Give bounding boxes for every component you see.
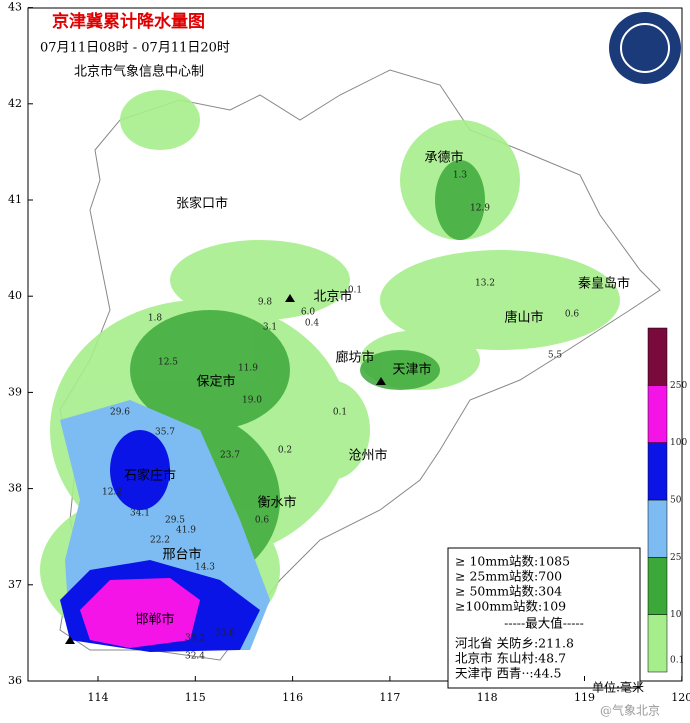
- city-label: 承德市: [424, 150, 463, 166]
- lon-tick-label: 115: [185, 691, 206, 704]
- station-count: ≥ 10mm站数:1085: [455, 554, 570, 569]
- info-box: [447, 547, 641, 689]
- station-count: ≥100mm站数:109: [455, 599, 566, 614]
- rain-extreme: [80, 578, 200, 648]
- station-value: 35.7: [155, 428, 175, 438]
- station-count: ≥ 50mm站数:304: [455, 584, 562, 599]
- station-value: 0.6: [565, 310, 580, 320]
- station-value: 19.0: [242, 396, 262, 406]
- title: 京津冀累计降水量图: [52, 11, 205, 32]
- lat-tick-label: 36: [8, 674, 22, 687]
- lon-tick-label: 117: [379, 691, 400, 704]
- city-label: 邯郸市: [135, 612, 174, 628]
- station-value: 32.4: [185, 652, 205, 662]
- station-value: 11.9: [238, 364, 258, 374]
- lat-tick-label: 40: [8, 289, 22, 302]
- station-value: 12.5: [158, 358, 178, 368]
- city-label: 廊坊市: [335, 350, 374, 366]
- city-label: 保定市: [196, 374, 235, 390]
- station-value: 22.2: [150, 536, 170, 546]
- logo: [609, 12, 681, 84]
- legend-label: 10: [670, 610, 682, 620]
- lat-tick-label: 43: [8, 1, 22, 14]
- legend-swatch: [647, 442, 668, 501]
- legend-swatch: [647, 614, 668, 673]
- station-value: 1.3: [453, 171, 468, 181]
- max-row: 河北省 关防乡:211.8: [455, 636, 574, 651]
- logo-ring: [620, 23, 670, 73]
- unit: 单位:毫米: [592, 680, 644, 695]
- legend-label: 250: [670, 381, 687, 391]
- city-label: 沧州市: [348, 448, 387, 464]
- lon-tick-label: 119: [574, 691, 595, 704]
- legend-label: 50: [670, 496, 682, 506]
- station-value: 41.9: [176, 526, 196, 536]
- subtitle: 07月11日08时 - 07月11日20时: [40, 41, 230, 56]
- station-value: 39.2: [185, 634, 205, 644]
- station-value: 0.1: [348, 286, 362, 296]
- station-value: 6.0: [301, 308, 316, 318]
- city-label: 衡水市: [257, 495, 296, 511]
- legend-swatch: [647, 385, 668, 443]
- station-value: 13.2: [475, 279, 495, 289]
- station-value: 33.8: [215, 629, 235, 639]
- station-value: 29.5: [165, 516, 185, 526]
- station-value: 0.4: [305, 319, 320, 329]
- city-label: 邢台市: [162, 547, 201, 563]
- station-value: 12.9: [470, 204, 490, 214]
- legend-swatch: [647, 499, 668, 558]
- city-label: 北京市: [313, 289, 352, 305]
- max-row: 北京市 东山村:48.7: [455, 651, 566, 666]
- max-title: -----最大值-----: [504, 616, 584, 631]
- lon-tick-label: 114: [88, 691, 109, 704]
- legend-label: 0.1: [670, 656, 684, 666]
- station-value: 12.2: [102, 488, 122, 498]
- lon-tick-label: 116: [282, 691, 303, 704]
- station-value: 0.2: [278, 446, 292, 456]
- station-value: 23.7: [220, 451, 240, 461]
- city-label: 张家口市: [176, 196, 228, 212]
- legend-swatch: [647, 557, 668, 615]
- lat-tick-label: 37: [8, 578, 22, 591]
- max-row: 天津市 西青··:44.5: [455, 666, 561, 681]
- station-value: 5.5: [548, 351, 563, 361]
- station-count: ≥ 25mm站数:700: [455, 569, 562, 584]
- station-value: 14.3: [195, 563, 215, 573]
- lon-tick-label: 120: [671, 691, 690, 704]
- lat-tick-label: 39: [8, 385, 22, 398]
- city-label: 石家庄市: [124, 468, 176, 484]
- station-value: 0.6: [255, 516, 270, 526]
- legend-label: 100: [670, 438, 687, 448]
- lat-tick-label: 41: [8, 193, 22, 206]
- station-value: 0.1: [333, 408, 347, 418]
- lat-tick-label: 42: [8, 97, 22, 110]
- station-value: 3.1: [263, 323, 277, 333]
- lat-tick-label: 38: [8, 482, 22, 495]
- station-value: 9.8: [258, 298, 273, 308]
- city-label: 唐山市: [504, 310, 543, 326]
- watermark: @气象北京: [600, 703, 660, 718]
- station-value: 34.1: [130, 509, 150, 519]
- lon-tick-label: 118: [477, 691, 498, 704]
- legend-label: 25: [670, 553, 682, 563]
- station-value: 29.6: [110, 408, 130, 418]
- city-label: 天津市: [392, 362, 431, 378]
- legend-swatch: [647, 327, 668, 386]
- city-label: 秦皇岛市: [578, 276, 630, 292]
- producer: 北京市气象信息中心制: [74, 64, 204, 80]
- station-value: 1.8: [148, 314, 163, 324]
